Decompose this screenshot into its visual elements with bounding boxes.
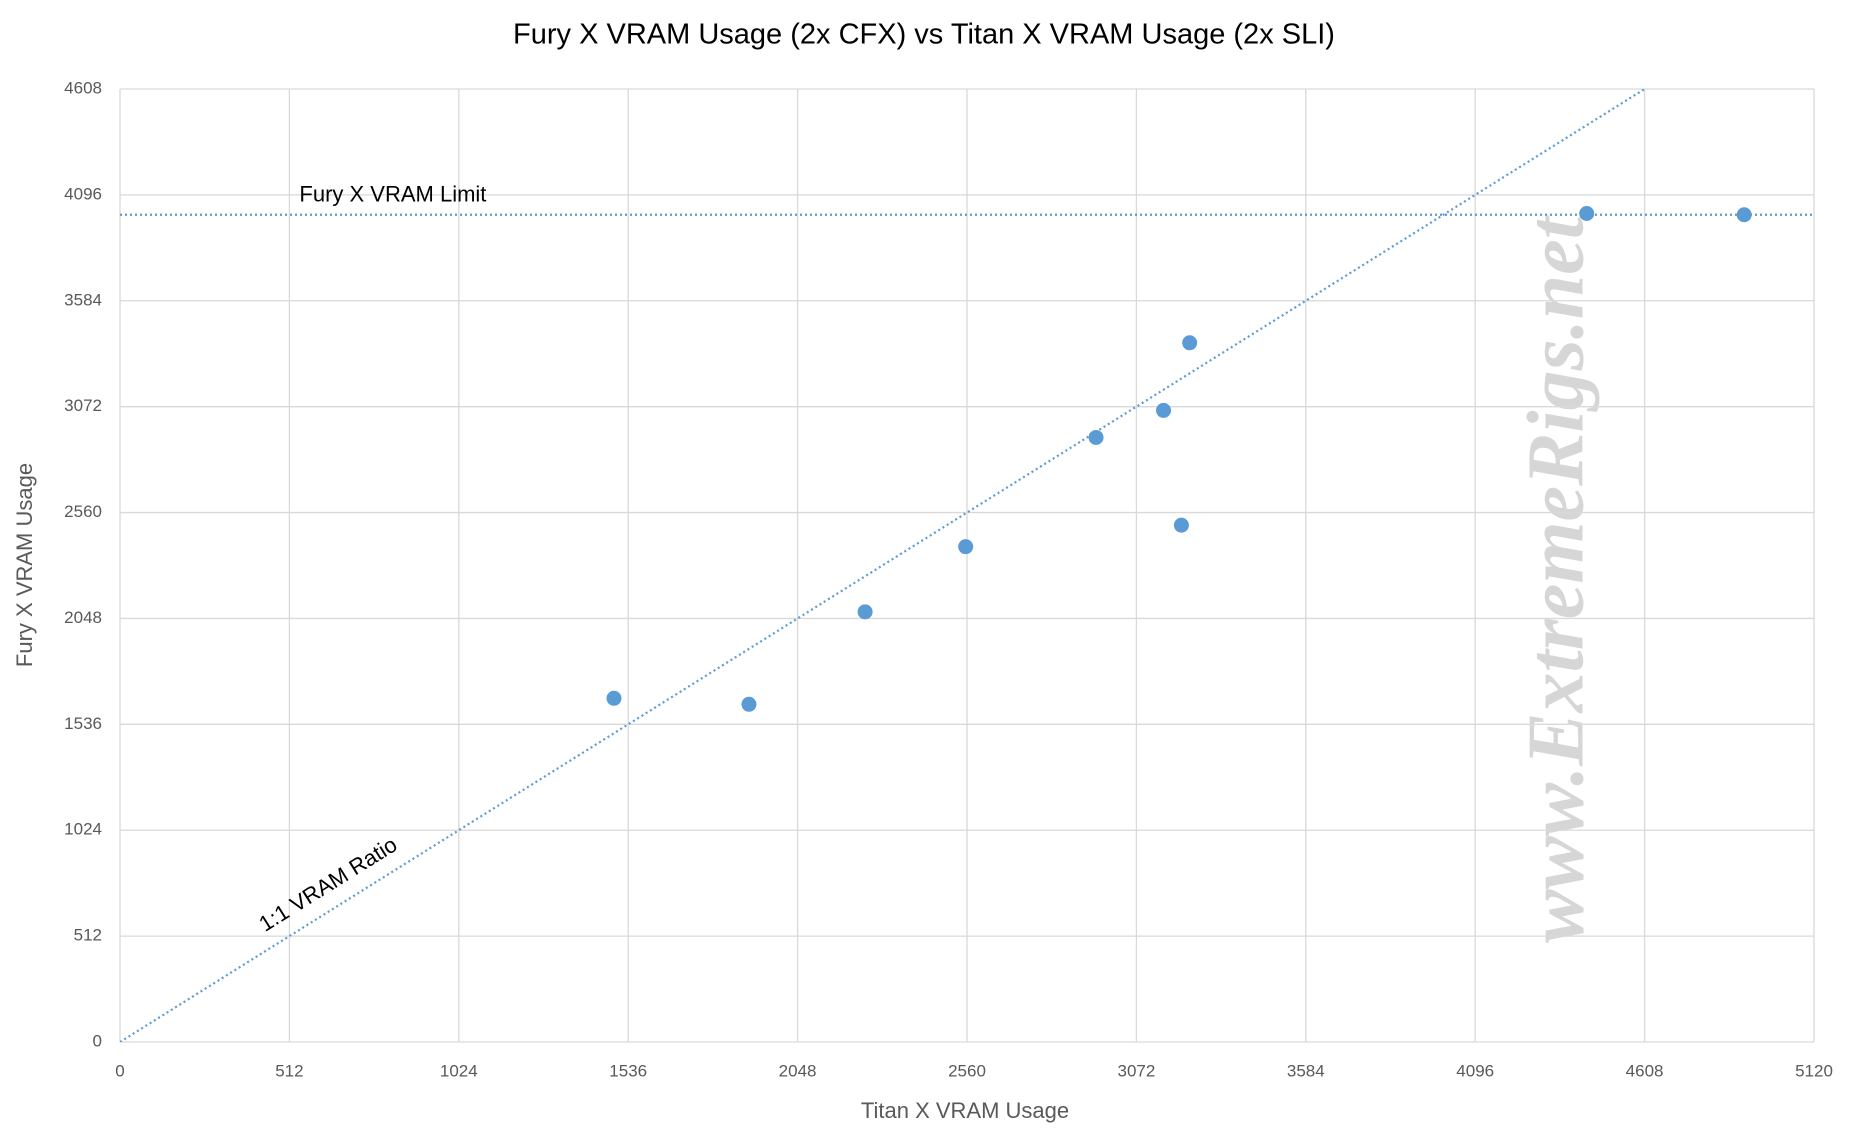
y-tick-label: 4096 [64, 184, 102, 203]
point [1173, 517, 1189, 533]
reference-lines [120, 89, 1814, 1042]
x-tick-label: 3584 [1287, 1061, 1325, 1080]
point [857, 604, 873, 620]
y-tick-label: 1536 [64, 714, 102, 733]
x-tick-label: 2048 [779, 1061, 817, 1080]
point [1156, 402, 1172, 418]
y-tick-label: 3584 [64, 290, 102, 309]
chart-title: Fury X VRAM Usage (2x CFX) vs Titan X VR… [513, 19, 1335, 51]
watermark: www.ExtremeRigs.net [1512, 214, 1600, 943]
point [606, 690, 622, 706]
y-tick-label: 3072 [64, 396, 102, 415]
x-tick-label: 4096 [1456, 1061, 1494, 1080]
point [741, 696, 757, 712]
y-tick-label: 2048 [64, 608, 102, 627]
ratio-label: 1:1 VRAM Ratio [254, 832, 401, 937]
x-tick-label: 512 [275, 1061, 303, 1080]
point [1579, 206, 1595, 222]
limit-label: Fury X VRAM Limit [299, 182, 486, 207]
y-tick-label: 512 [74, 926, 102, 945]
y-tick-label: 4608 [64, 78, 102, 97]
x-axis-title: Titan X VRAM Usage [861, 1098, 1069, 1123]
y-tick-label: 1024 [64, 820, 102, 839]
point [1182, 335, 1198, 351]
x-tick-label: 3072 [1117, 1061, 1155, 1080]
y-tick-label: 0 [93, 1031, 102, 1050]
x-tick-label: 1024 [440, 1061, 478, 1080]
point [1736, 207, 1752, 223]
x-tick-label: 5120 [1795, 1061, 1833, 1080]
y-tick-label: 2560 [64, 502, 102, 521]
x-tick-label: 0 [115, 1061, 124, 1080]
point [1088, 429, 1104, 445]
x-tick-label: 2560 [948, 1061, 986, 1080]
point [958, 539, 974, 555]
x-tick-label: 4608 [1626, 1061, 1664, 1080]
x-tick-label: 1536 [609, 1061, 647, 1080]
y-axis-title: Fury X VRAM Usage [12, 463, 37, 667]
